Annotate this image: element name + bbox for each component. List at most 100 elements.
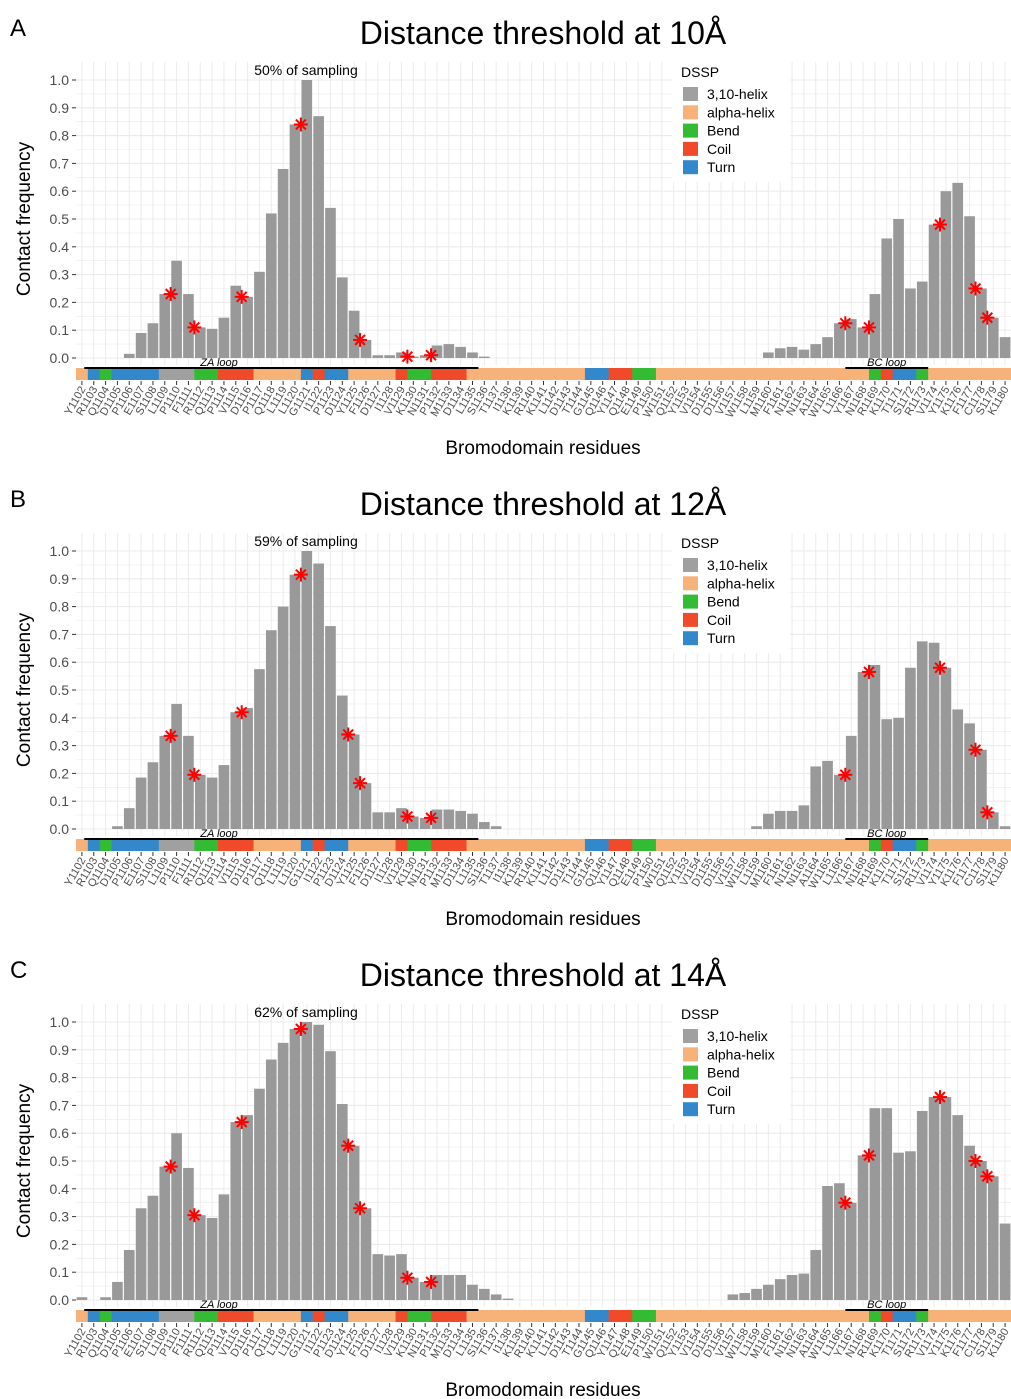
legend-label: Coil [707, 612, 731, 628]
sampling-annotation: 50% of sampling [254, 62, 358, 78]
bar-P1117 [254, 669, 265, 829]
y-axis-label: Contact frequency [14, 1083, 35, 1238]
bar-W1165 [822, 1186, 833, 1300]
bar-E1107 [135, 777, 147, 829]
dssp-cell [880, 1310, 894, 1322]
dssp-cell [679, 1310, 692, 1322]
significance-star [163, 287, 178, 302]
bar-M1160 [763, 813, 774, 829]
dssp-cell [738, 1310, 752, 1322]
y-tick-label: 0.6 [50, 654, 70, 670]
bar-P1123 [325, 1051, 336, 1300]
bar-F1161 [774, 1279, 786, 1300]
dssp-cell [644, 368, 657, 380]
dssp-strip [76, 368, 1011, 380]
dssp-cell [963, 368, 976, 380]
y-tick-label: 0.9 [50, 100, 70, 116]
bar-N1162 [786, 810, 798, 829]
dssp-cell [253, 368, 266, 380]
bar-L1119 [277, 168, 289, 358]
bar-C1178 [976, 749, 987, 829]
dssp-cell [632, 368, 645, 380]
y-tick-label: 0.7 [50, 155, 70, 171]
dssp-cell [371, 1310, 385, 1322]
dssp-cell [667, 1310, 681, 1322]
significance-star [932, 660, 947, 675]
significance-star [163, 1159, 178, 1174]
dssp-cell [549, 368, 562, 380]
dssp-cell [241, 1310, 255, 1322]
bar-V1174 [928, 642, 940, 829]
star-stroke [295, 118, 307, 131]
dssp-cell [762, 839, 775, 851]
dssp-cell [383, 368, 397, 380]
dssp-cell [868, 1310, 882, 1322]
dssp-cell [608, 1310, 621, 1322]
dssp-cell [632, 839, 645, 851]
y-tick-label: 0.2 [50, 1236, 70, 1252]
bar-N1163 [798, 1273, 810, 1300]
dssp-cell [821, 1310, 834, 1322]
dssp-cell [123, 368, 136, 380]
dssp-cell [158, 839, 172, 851]
dssp-cell [324, 1310, 337, 1322]
dssp-cell [99, 839, 113, 851]
bc-loop-label: BC loop [867, 1299, 906, 1311]
dssp-cell [87, 368, 101, 380]
dssp-cell [750, 368, 763, 380]
dssp-cell [868, 368, 882, 380]
y-tick-label: 0.5 [50, 1153, 70, 1169]
y-tick-label: 0.5 [50, 211, 70, 227]
star-stroke [934, 1091, 946, 1103]
y-tick-label: 0.2 [50, 294, 70, 310]
dssp-cell [253, 1310, 266, 1322]
dssp-cell [750, 839, 763, 851]
bar-P1114 [218, 765, 230, 829]
dssp-cell [123, 839, 136, 851]
bar-S1136 [478, 356, 490, 358]
bar-L1166 [834, 774, 845, 829]
bar-F1111 [183, 735, 194, 829]
legend-label: alpha-helix [707, 104, 775, 120]
dssp-cell [194, 1310, 207, 1322]
dssp-cell [644, 1310, 657, 1322]
dssp-cell [324, 368, 337, 380]
bar-F1177 [964, 216, 975, 358]
bar-D1124 [336, 1104, 348, 1300]
bar-S1172 [905, 288, 916, 358]
dssp-cell [750, 1310, 763, 1322]
bar-Q1118 [265, 630, 277, 829]
dssp-cell [999, 368, 1011, 380]
bar-N1131 [419, 355, 431, 358]
dssp-cell [774, 839, 787, 851]
y-tick-label: 0.0 [50, 821, 70, 837]
bar-F1111 [183, 294, 194, 358]
y-tick-label: 0.3 [50, 267, 70, 283]
bar-Y1167 [845, 319, 857, 358]
bar-Y1175 [940, 1097, 952, 1300]
dssp-cell [691, 368, 704, 380]
dssp-cell [348, 368, 361, 380]
bar-L1166 [834, 323, 845, 358]
bar-M1160 [763, 352, 774, 358]
dssp-cell [821, 839, 834, 851]
bar-Y1175 [940, 191, 952, 358]
bar-Y1167 [845, 1202, 857, 1300]
bar-Y1125 [348, 734, 360, 829]
bar-S1179 [987, 317, 999, 358]
bar-F1126 [360, 1208, 372, 1300]
y-tick-label: 0.0 [50, 350, 70, 366]
y-tick-label: 0.2 [50, 765, 70, 781]
dssp-cell [513, 368, 527, 380]
dssp-cell [963, 1310, 976, 1322]
dssp-cell [845, 1310, 858, 1322]
dssp-cell [395, 1310, 408, 1322]
bar-N1131 [419, 817, 431, 829]
legend-swatch [683, 1065, 698, 1080]
dssp-cell [691, 839, 704, 851]
bar-K1180 [999, 1223, 1011, 1300]
dssp-cell [360, 368, 373, 380]
bar-I1138 [502, 1298, 514, 1300]
dssp-cell [809, 1310, 823, 1322]
dssp-cell [892, 368, 905, 380]
